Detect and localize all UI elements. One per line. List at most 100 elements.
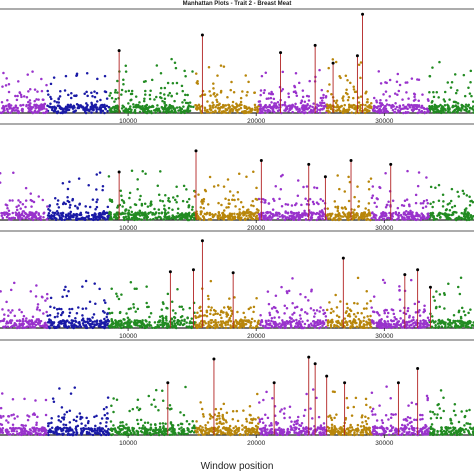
data-point xyxy=(224,197,227,201)
data-point xyxy=(209,312,212,316)
data-point xyxy=(242,311,245,315)
data-point xyxy=(63,288,66,292)
data-point xyxy=(335,324,338,327)
data-point xyxy=(110,287,113,290)
data-point xyxy=(128,213,131,216)
data-point xyxy=(220,203,223,207)
data-point xyxy=(161,99,164,103)
data-point xyxy=(95,200,98,204)
data-point xyxy=(281,432,285,436)
data-point xyxy=(470,218,473,221)
data-point xyxy=(145,301,148,305)
data-point xyxy=(464,324,467,328)
data-point xyxy=(148,97,152,101)
data-point xyxy=(246,90,249,94)
data-point xyxy=(385,203,389,207)
data-point xyxy=(260,74,264,78)
data-point xyxy=(203,212,207,216)
data-point xyxy=(405,210,408,213)
data-point xyxy=(303,104,307,107)
data-point xyxy=(281,323,285,326)
data-point xyxy=(98,171,102,174)
data-point xyxy=(180,319,184,322)
data-point xyxy=(71,197,75,201)
data-point xyxy=(44,413,48,417)
data-point xyxy=(272,213,275,216)
data-point xyxy=(294,90,297,93)
data-point xyxy=(293,105,297,108)
data-point xyxy=(36,303,40,306)
data-point xyxy=(229,306,232,309)
data-point xyxy=(3,326,6,329)
data-point xyxy=(99,323,102,326)
data-point xyxy=(430,106,434,110)
data-point xyxy=(126,316,130,319)
data-point xyxy=(258,213,262,217)
data-point xyxy=(402,213,406,216)
data-point xyxy=(221,214,225,217)
data-point xyxy=(231,433,234,436)
data-point xyxy=(259,107,262,110)
data-point xyxy=(302,185,305,189)
data-point xyxy=(143,326,147,330)
data-point xyxy=(93,104,96,107)
data-point xyxy=(362,211,366,214)
data-point xyxy=(101,104,104,107)
data-point xyxy=(431,410,435,414)
data-point xyxy=(431,66,434,69)
data-point xyxy=(259,323,262,327)
data-point xyxy=(383,309,386,313)
data-point xyxy=(88,300,92,303)
manhattan-panel-3: 10000 20000 30000 xyxy=(0,230,474,340)
data-point xyxy=(216,325,219,329)
data-point xyxy=(70,307,74,311)
data-point xyxy=(299,293,302,296)
data-point xyxy=(205,310,209,314)
data-point xyxy=(42,105,45,108)
data-point xyxy=(333,416,336,420)
data-point xyxy=(395,80,399,84)
data-point xyxy=(8,199,12,202)
data-point xyxy=(348,320,351,323)
data-point xyxy=(60,218,64,222)
data-point xyxy=(199,325,203,329)
data-point xyxy=(259,89,263,92)
data-point xyxy=(14,104,18,107)
data-point xyxy=(91,316,94,319)
data-point xyxy=(174,198,177,202)
data-point xyxy=(17,199,20,202)
data-point xyxy=(105,421,108,424)
data-point xyxy=(192,431,196,434)
data-point xyxy=(103,111,106,115)
data-point xyxy=(312,308,316,312)
data-point xyxy=(14,109,18,112)
data-point xyxy=(287,320,290,324)
data-point xyxy=(464,105,467,109)
data-point xyxy=(96,100,99,103)
data-point xyxy=(272,104,276,107)
data-point xyxy=(414,201,418,205)
data-point xyxy=(103,299,106,302)
data-point xyxy=(308,197,312,201)
data-point xyxy=(442,111,446,114)
data-point xyxy=(342,109,345,113)
data-point xyxy=(462,192,466,195)
data-point xyxy=(300,203,303,207)
data-point xyxy=(298,314,302,317)
data-point xyxy=(176,194,179,198)
data-point xyxy=(363,216,366,220)
data-point xyxy=(138,320,141,324)
data-point xyxy=(20,213,24,217)
data-point xyxy=(103,90,107,93)
data-point xyxy=(75,311,79,315)
data-point xyxy=(88,322,91,326)
data-point xyxy=(148,93,152,97)
data-point xyxy=(304,197,307,201)
data-point xyxy=(278,410,282,413)
data-point xyxy=(296,324,300,327)
data-point xyxy=(364,419,368,423)
data-point xyxy=(59,90,62,93)
data-point xyxy=(340,104,343,108)
data-point xyxy=(322,93,325,97)
data-point xyxy=(319,104,322,107)
